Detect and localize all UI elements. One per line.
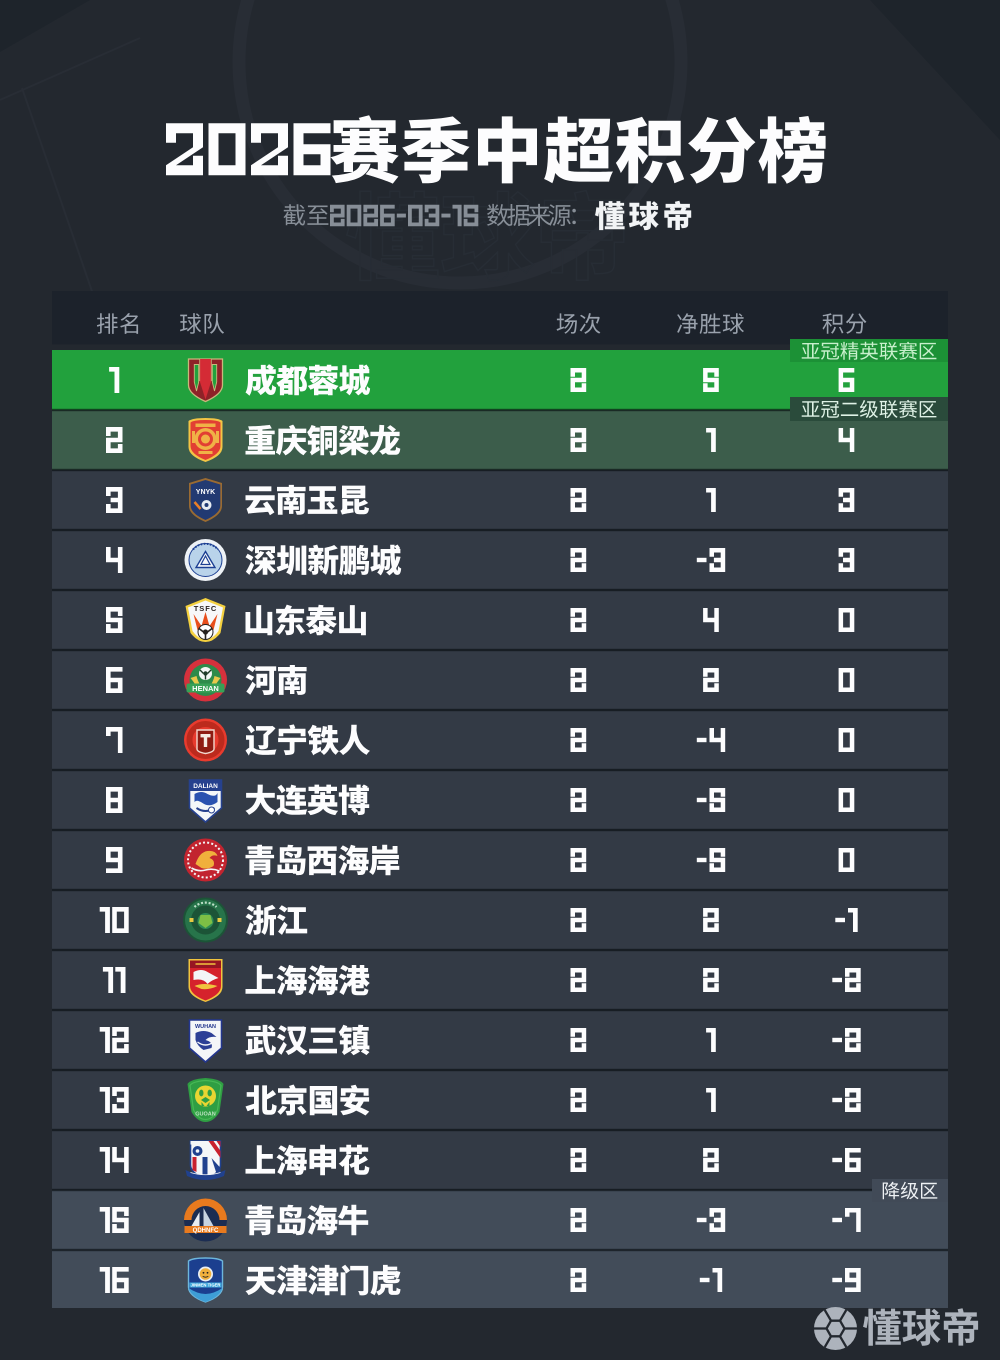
svg-text:WUHAN: WUHAN — [195, 1024, 216, 1030]
svg-text:DALIAN: DALIAN — [193, 783, 218, 790]
svg-text:JINMEN TIGER: JINMEN TIGER — [191, 1283, 221, 1288]
svg-text:QDHNFC: QDHNFC — [193, 1228, 219, 1234]
svg-text:HENAN: HENAN — [192, 684, 219, 693]
svg-text:YNYK: YNYK — [196, 489, 215, 496]
svg-text:GUOAN: GUOAN — [195, 1112, 216, 1118]
svg-text:TSFC: TSFC — [194, 604, 218, 613]
